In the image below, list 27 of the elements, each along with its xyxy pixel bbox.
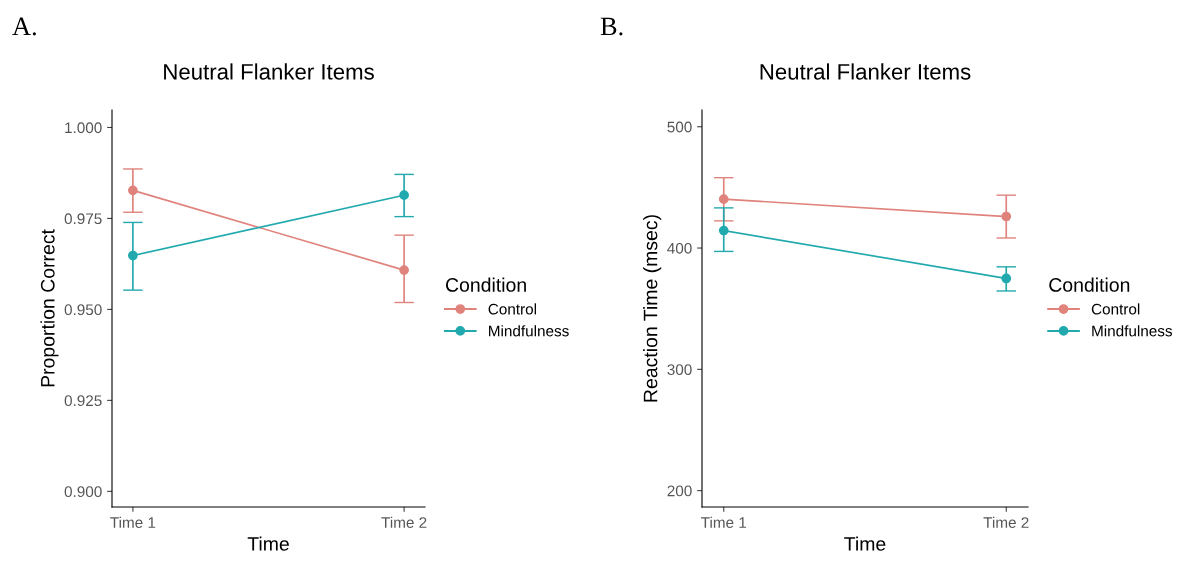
- y-tick-label: 200: [667, 485, 692, 497]
- chart-title: Neutral Flanker Items: [164, 63, 374, 80]
- y-axis-title: Proportion Correct: [40, 229, 59, 387]
- legend-label: Mindfulness: [1092, 325, 1173, 337]
- x-tick-label: Time 1: [701, 516, 747, 528]
- x-axis-title: Time: [844, 536, 886, 551]
- legend-label: Mindfulness: [489, 325, 569, 337]
- x-tick-label: Time 1: [110, 516, 156, 528]
- legend-title: Condition: [446, 277, 526, 292]
- y-tick-label: 0.950: [64, 304, 102, 316]
- legend-label: Control: [1091, 303, 1140, 315]
- text: A.: [12, 17, 36, 36]
- y-tick-label: 500: [667, 121, 692, 133]
- x-axis-title: Time: [247, 536, 289, 551]
- y-tick-label: 400: [667, 242, 692, 254]
- x-tick-label: Time 2: [983, 516, 1029, 528]
- y-tick-label: 300: [667, 364, 692, 376]
- y-tick-label: 1.000: [65, 122, 102, 134]
- y-tick-label: 0.975: [64, 213, 102, 225]
- chart-title: Neutral Flanker Items: [760, 63, 971, 80]
- y-tick-label: 0.925: [64, 395, 102, 407]
- y-axis-title: Reaction Time (msec): [643, 215, 662, 402]
- text: B.: [600, 17, 623, 36]
- legend-label: Control: [488, 303, 537, 315]
- y-tick-label: 0.900: [64, 486, 102, 498]
- x-tick-label: Time 2: [381, 516, 427, 528]
- legend-title: Condition: [1049, 277, 1130, 292]
